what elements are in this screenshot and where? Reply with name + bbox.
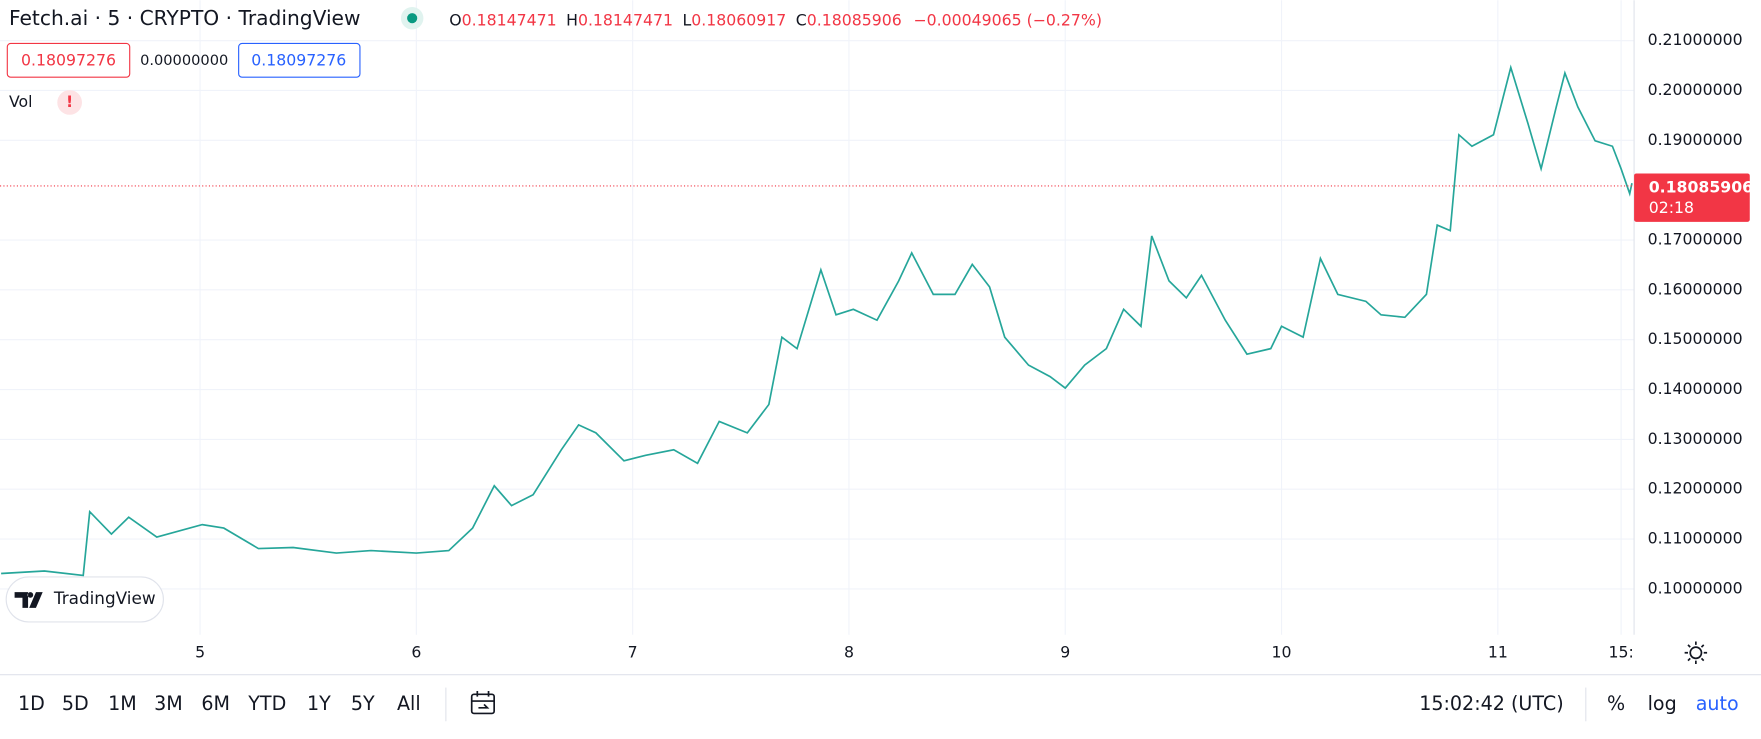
x-tick-label: 9 [1060,642,1070,661]
y-tick-label: 0.11000000 [1648,529,1743,548]
y-tick-label: 0.12000000 [1648,479,1743,498]
sell-button[interactable] [6,42,131,78]
ohlc-label: O [449,10,461,29]
log-toggle[interactable]: log [1648,692,1677,715]
percent-toggle[interactable]: % [1607,692,1625,715]
ohlc-value: 0.18060917 [691,10,786,29]
ohlc-value: 0.18085906 [807,10,902,29]
status-dot [407,13,418,24]
ohlc-value: 0.18147471 [462,10,557,29]
x-tick-label: 5 [195,642,205,661]
range-button[interactable]: 5Y [351,692,375,715]
range-button[interactable]: 3M [154,692,183,715]
y-tick-label: 0.16000000 [1648,279,1743,298]
range-button[interactable]: 5D [62,692,89,715]
last-price-badge [1634,173,1750,222]
range-button[interactable]: YTD [247,692,286,715]
range-button[interactable]: 1D [18,692,45,715]
y-tick-label: 0.14000000 [1648,379,1743,398]
y-tick-label: 0.20000000 [1648,80,1743,99]
y-tick-label: 0.21000000 [1648,30,1743,49]
x-tick-label: 15: [1608,642,1633,661]
y-tick-label: 0.10000000 [1648,578,1743,597]
range-button[interactable]: 1M [108,692,137,715]
ohlc-label: H [566,10,578,29]
sell-price: 0.18097276 [21,50,116,69]
y-tick-label: 0.17000000 [1648,230,1743,249]
range-button[interactable]: All [397,692,421,715]
x-tick-label: 11 [1488,642,1508,661]
x-tick-label: 7 [628,642,638,661]
countdown: 02:18 [1649,198,1694,217]
logo-badge[interactable] [5,576,164,623]
buy-price: 0.18097276 [251,50,346,69]
spread: 0.00000000 [140,52,228,69]
range-button[interactable]: 1Y [307,692,331,715]
x-tick-label: 10 [1272,642,1292,661]
settings-icon[interactable] [1684,641,1708,664]
warning-badge[interactable] [57,90,82,115]
y-tick-label: 0.15000000 [1648,329,1743,348]
ohlc-label: C [796,10,807,29]
warning-icon: ! [66,92,73,111]
ohlc-label: L [682,10,691,29]
clock[interactable]: 15:02:42 (UTC) [1419,692,1563,715]
buy-button[interactable] [238,42,361,78]
change: −0.00049065 (−0.27%) [913,10,1102,29]
logo-icon [14,592,43,608]
y-tick-label: 0.13000000 [1648,429,1743,448]
x-tick-label: 8 [844,642,854,661]
auto-toggle[interactable]: auto [1696,692,1739,715]
x-tick-label: 6 [411,642,421,661]
logo-text: TradingView [53,588,156,608]
ohlc-value: 0.18147471 [578,10,673,29]
last-price-label: 0.18085906 [1649,178,1753,197]
y-tick-label: 0.19000000 [1648,130,1743,149]
price-line [1,64,1633,577]
vol-label: Vol [9,92,33,111]
ohlc: O0.18147471 H0.18147471 L0.18060917 C0.1… [449,10,1102,29]
date-range-icon[interactable] [470,690,496,715]
range-button[interactable]: 6M [201,692,230,715]
symbol-title: Fetch.ai · 5 · CRYPTO · TradingView [9,6,361,30]
